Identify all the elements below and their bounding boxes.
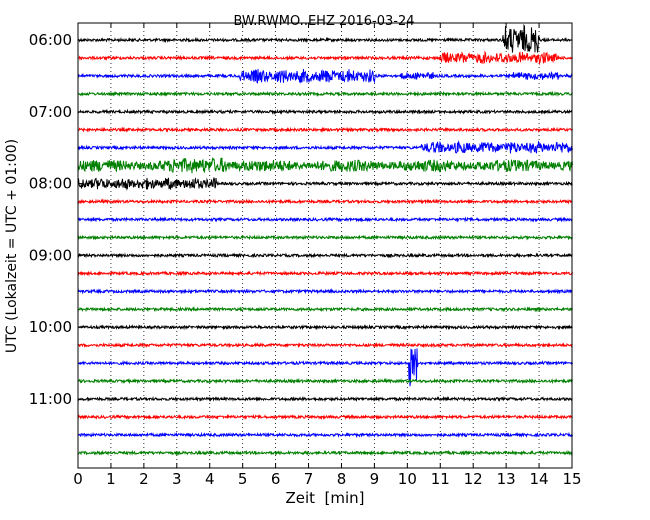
x-tick-label: 7: [304, 470, 314, 488]
trace-line: [77, 234, 573, 241]
x-tick-label: 9: [370, 470, 380, 488]
trace-line: [77, 270, 573, 277]
trace-line: [77, 90, 573, 98]
trace-line: [77, 140, 573, 154]
x-tick-label: 4: [205, 470, 215, 488]
y-tick-label: 08:00: [29, 175, 72, 193]
y-axis-label: UTC (Lokalzeit = UTC + 01:00): [4, 139, 20, 353]
trace-line: [77, 341, 573, 349]
x-tick-label: 3: [172, 470, 182, 488]
x-tick-label: 14: [530, 470, 549, 488]
trace-line: [77, 431, 573, 439]
plot-frame: [77, 22, 573, 469]
x-tick-label: 8: [337, 470, 347, 488]
x-tick-label: 12: [464, 470, 483, 488]
trace-line: [77, 23, 573, 53]
x-tick-label: 11: [431, 470, 450, 488]
x-tick-label: 5: [238, 470, 248, 488]
y-tick-label: 11:00: [29, 390, 72, 408]
trace-line: [77, 216, 573, 223]
x-tick-label: 6: [271, 470, 281, 488]
trace-line: [77, 306, 573, 313]
x-tick-label: 10: [398, 470, 417, 488]
trace-line: [77, 252, 573, 259]
trace-line: [77, 324, 573, 331]
trace-line: [77, 395, 573, 403]
y-tick-label: 07:00: [29, 103, 72, 121]
x-axis: 0 1 2 3 4 5 6 7 8 9 10 11 12 13 14 15: [73, 23, 582, 488]
x-tick-label: 15: [562, 470, 581, 488]
x-tick-label: 1: [106, 470, 116, 488]
trace-line: [77, 50, 573, 66]
traces: [77, 23, 573, 457]
trace-line: [77, 198, 573, 205]
y-tick-label: 06:00: [29, 31, 72, 49]
x-tick-label: 2: [139, 470, 149, 488]
trace-line: [77, 68, 573, 84]
trace-line: [77, 413, 573, 421]
y-axis: 06:00 07:00 08:00 09:00 10:00 11:00: [29, 31, 572, 408]
y-tick-label: 10:00: [29, 318, 72, 336]
trace-line: [77, 377, 573, 385]
chart-title: BW.RWMO..EHZ 2016-03-24: [233, 14, 414, 29]
x-axis-label: Zeit [min]: [285, 489, 364, 507]
trace-line: [77, 288, 573, 295]
trace-line: [77, 449, 573, 457]
trace-line: [77, 176, 573, 191]
trace-line: [77, 156, 573, 174]
x-tick-label: 13: [497, 470, 516, 488]
x-tick-label: 0: [73, 470, 83, 488]
trace-line: [77, 126, 573, 133]
trace-line: [77, 348, 573, 387]
trace-line: [77, 108, 573, 115]
y-tick-label: 09:00: [29, 246, 72, 264]
